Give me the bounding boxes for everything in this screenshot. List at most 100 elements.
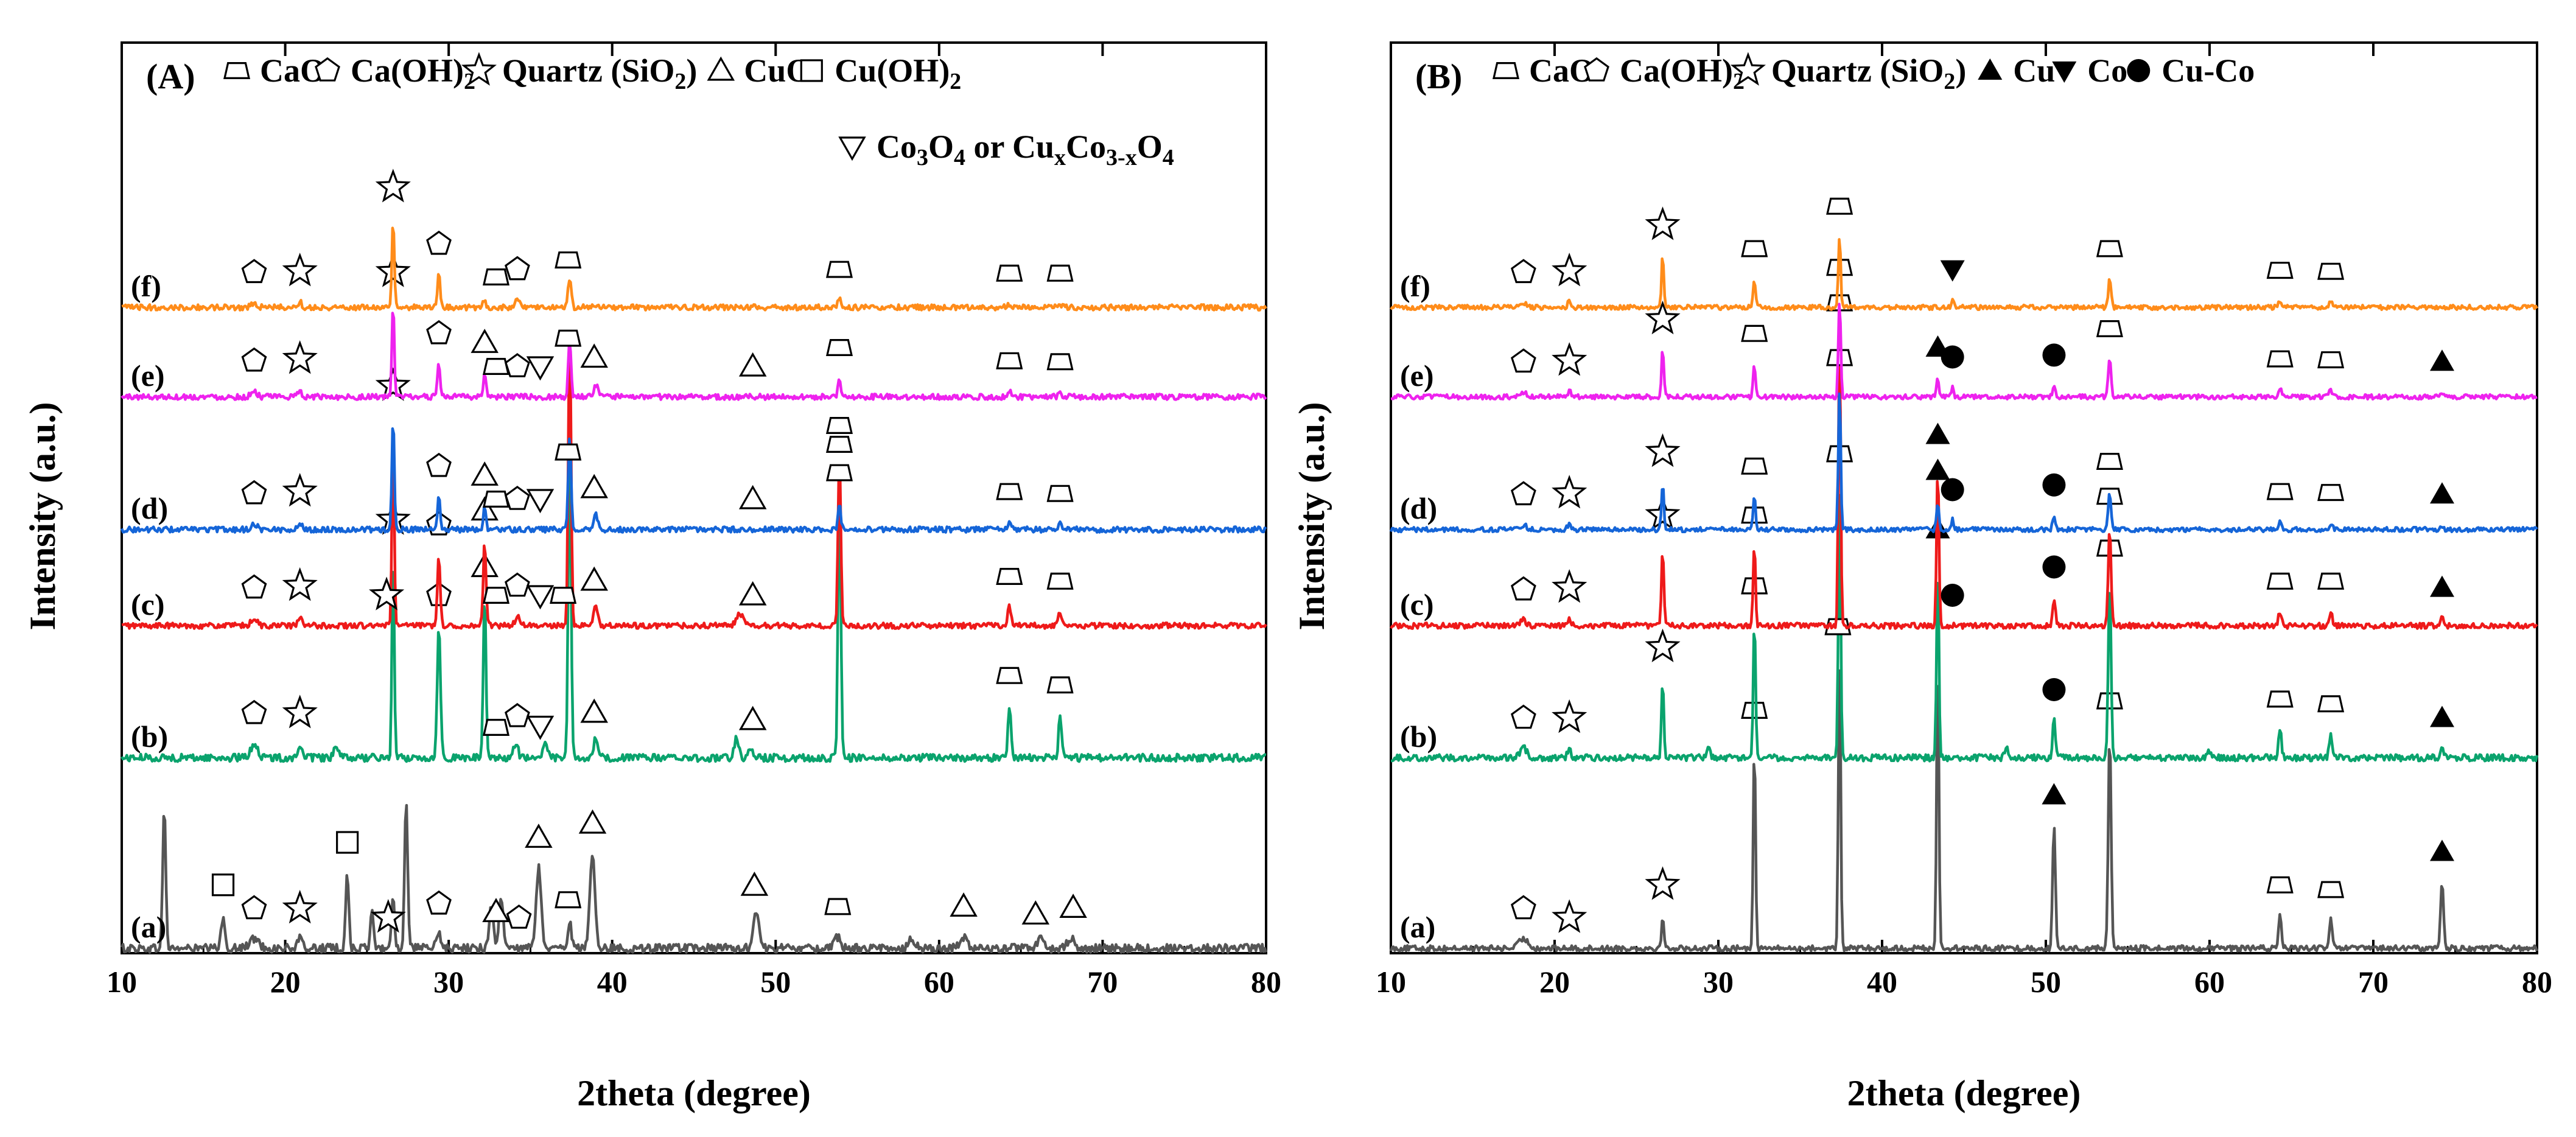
peak-marker-tri-down <box>526 715 555 740</box>
series-line-0 <box>120 803 1268 954</box>
peak-marker-star <box>375 253 411 287</box>
legend-text: O <box>928 128 954 165</box>
x-tick-label: 60 <box>2194 965 2225 999</box>
peak-marker-trap <box>555 891 582 909</box>
peak-marker-pentagon <box>504 702 530 727</box>
series-label-2: (c) <box>131 587 165 621</box>
series-line-5 <box>121 226 1267 312</box>
peak-marker-star <box>1552 699 1587 733</box>
peak-marker-trap <box>555 329 582 347</box>
peak-marker-star <box>1645 628 1681 663</box>
peak-marker-trap <box>2266 690 2294 708</box>
peak-marker-trap <box>555 251 582 269</box>
peak-marker-tri-up-f <box>2430 349 2454 371</box>
peak-marker-trap <box>996 666 1023 684</box>
peak-marker-trap <box>2266 262 2294 279</box>
legend-label-co3o4: Co3O4 or CuxCo3-xO4 <box>877 128 1174 170</box>
peak-marker-trap <box>1826 349 1853 366</box>
peak-marker-star <box>1645 496 1681 531</box>
peak-marker-circle <box>2042 555 2066 579</box>
peak-marker-pentagon <box>426 320 452 345</box>
legend-marker-triangle-down-open <box>838 136 866 161</box>
panel-a: 10 20 30 40 50 60 70 80 2theta (degree) Intensity… <box>23 41 1281 1113</box>
legend-subscript: 3 <box>917 145 928 170</box>
series-line-4 <box>1390 303 2538 401</box>
peak-marker-trap <box>1741 457 1768 475</box>
x-tick-label: 60 <box>924 965 954 999</box>
peak-marker-tri-up <box>471 461 499 486</box>
legend-text: Ca(OH) <box>1620 52 1733 89</box>
legend-text: CaO <box>1529 52 1595 89</box>
peak-marker-trap <box>825 436 853 453</box>
legend-marker-triangle-up-open <box>707 56 735 81</box>
series-label-5: (f) <box>1400 269 1430 303</box>
legend-label: Co <box>2087 52 2127 89</box>
peak-marker-tri-up <box>738 705 767 730</box>
series-line-3 <box>120 427 1267 534</box>
peak-marker-tri-down <box>526 356 555 381</box>
peak-marker-circle <box>2042 473 2066 497</box>
legend-subscript: 3-x <box>1106 145 1137 170</box>
x-tick-label: 50 <box>760 965 791 999</box>
legend-text: Co <box>1066 128 1106 165</box>
peak-marker-pentagon <box>241 347 267 372</box>
legend-text: Cu <box>2013 52 2055 89</box>
peak-marker-tri-up <box>580 474 608 499</box>
peak-marker-tri-down <box>526 489 555 514</box>
peak-marker-trap <box>824 898 852 915</box>
peak-marker-trap <box>996 483 1023 500</box>
peak-marker-trap <box>2096 240 2123 257</box>
peak-marker-circle <box>1941 584 1964 607</box>
peak-marker-trap <box>2266 483 2294 500</box>
series-5: (f) <box>121 169 1267 312</box>
legend-marker-triangle-down-filled <box>2052 61 2077 83</box>
peak-marker-tri-up <box>580 343 608 368</box>
x-tick-label: 30 <box>1703 965 1734 999</box>
peak-marker-trap <box>2317 695 2345 713</box>
legend-text: Quartz (SiO <box>502 52 674 89</box>
series-2: (c) <box>1390 294 2538 630</box>
x-tick-label: 70 <box>2358 965 2389 999</box>
peak-marker-circle <box>2042 343 2066 367</box>
peak-marker-tri-up-f <box>2042 783 2067 805</box>
legend-label: CaO <box>260 52 326 89</box>
peak-marker-trap <box>1741 702 1768 719</box>
series-label-3: (d) <box>131 491 168 525</box>
series-line-0 <box>1389 669 2539 953</box>
peak-marker-star <box>1645 300 1681 335</box>
peak-marker-trap <box>2266 572 2294 590</box>
peak-marker-star <box>1645 433 1681 467</box>
peak-marker-square <box>211 873 235 897</box>
legend-label: CaO <box>1529 52 1595 89</box>
legend-text: Cu-Co <box>2161 52 2255 89</box>
peak-marker-star <box>282 889 318 924</box>
peak-marker-trap <box>1741 240 1768 257</box>
peak-marker-star <box>375 367 411 401</box>
peak-marker-star <box>282 473 318 507</box>
y-axis-label: Intensity (a.u.) <box>23 402 63 630</box>
peak-marker-pentagon <box>504 256 530 281</box>
legend-label: Cu-Co <box>2161 52 2255 89</box>
peak-marker-star <box>282 253 318 287</box>
series-label-2: (c) <box>1400 587 1434 621</box>
series-0: (a) <box>1389 669 2539 953</box>
series-line-2 <box>121 330 1267 630</box>
legend-subscript: x <box>1054 145 1066 170</box>
peak-marker-trap <box>482 358 510 375</box>
legend-label: Ca(OH)2 <box>351 52 475 94</box>
legend-subscript: 2 <box>674 69 686 94</box>
series-label-4: (e) <box>1400 359 1434 393</box>
series-line-1 <box>121 446 1267 763</box>
peak-marker-pentagon <box>504 353 530 377</box>
panel-b: 10 20 30 40 50 60 70 80 2theta (degree) Intensity… <box>1292 41 2552 1113</box>
peak-marker-pentagon <box>426 890 452 915</box>
peak-marker-trap <box>482 719 510 736</box>
legend-tail: ) <box>686 52 697 89</box>
peak-marker-tri-up <box>525 824 553 848</box>
peak-marker-trap <box>825 417 853 434</box>
peak-marker-pentagon <box>426 582 452 606</box>
peak-marker-trap <box>2317 572 2345 590</box>
peak-marker-pentagon <box>241 895 267 920</box>
series-4: (e) <box>121 253 1267 401</box>
